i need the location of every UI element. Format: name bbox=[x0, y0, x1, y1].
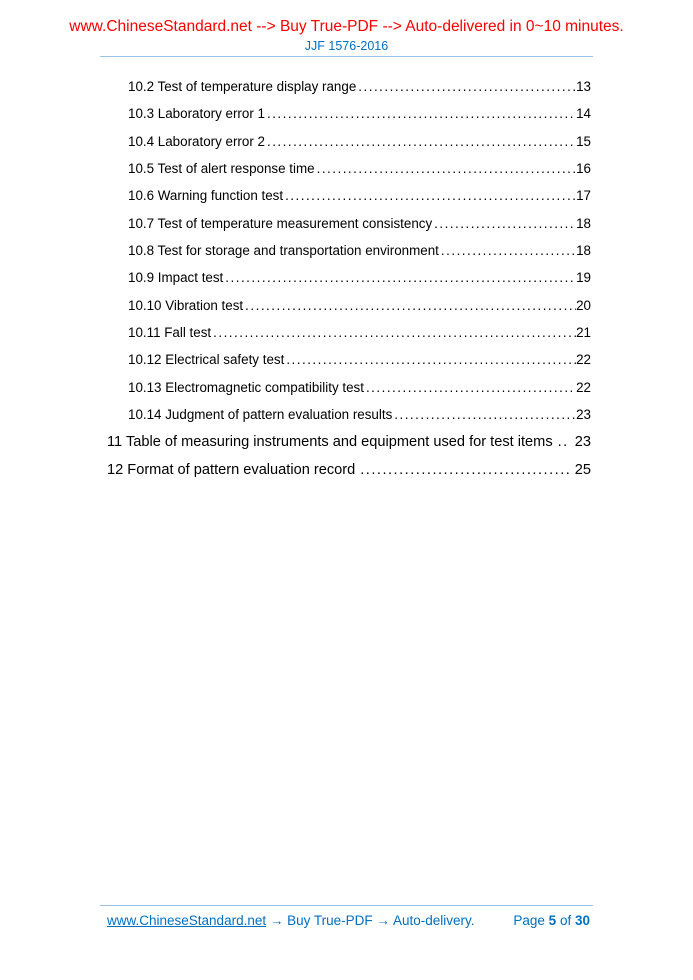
toc-dot-leader: ........................................… bbox=[365, 379, 576, 395]
toc-entry-page: 21 bbox=[576, 325, 591, 341]
toc-entry[interactable]: 10.13 Electromagnetic compatibility test… bbox=[107, 380, 591, 407]
toc-entry-page: 18 bbox=[576, 215, 591, 231]
toc-entry-label: 10.6 Warning function test bbox=[128, 188, 284, 204]
toc-dot-leader: ........................................… bbox=[266, 106, 577, 122]
toc-entry-label: 10.11 Fall test bbox=[128, 325, 212, 341]
toc-entry-label: 10.3 Laboratory error 1 bbox=[128, 106, 265, 122]
page-current: 5 bbox=[548, 913, 557, 928]
page-indicator: Page 5 of 30 bbox=[513, 913, 590, 928]
toc-entry[interactable]: 10.11 Fall test ........................… bbox=[107, 325, 591, 352]
toc-entry-label: 10.7 Test of temperature measurement con… bbox=[128, 215, 433, 231]
toc-entry-label: 10.12 Electrical safety test bbox=[128, 352, 285, 368]
toc-entry[interactable]: 10.14 Judgment of pattern evaluation res… bbox=[107, 407, 591, 434]
toc-entry-label: 10.10 Vibration test bbox=[128, 297, 244, 313]
toc-entry-page: 23 bbox=[576, 407, 591, 423]
toc-dot-leader: ........................................… bbox=[286, 352, 577, 368]
toc-entry-page: 18 bbox=[576, 243, 591, 259]
toc-entry[interactable]: 11 Table of measuring instruments and eq… bbox=[107, 434, 591, 461]
toc-entry-page: 20 bbox=[576, 297, 591, 313]
toc-entry[interactable]: 10.12 Electrical safety test ...........… bbox=[107, 352, 591, 379]
toc-dot-leader: ........................................… bbox=[394, 407, 576, 423]
toc-entry-label: 10.14 Judgment of pattern evaluation res… bbox=[128, 407, 393, 423]
toc-entry-label: 10.9 Impact test bbox=[128, 270, 224, 286]
footer-buy-text: Buy True-PDF bbox=[287, 913, 373, 928]
toc-dot-leader: ........................................… bbox=[285, 188, 577, 204]
toc-dot-leader: ........................................… bbox=[316, 161, 577, 177]
footer-site-link[interactable]: www.ChineseStandard.net bbox=[107, 913, 267, 928]
toc-dot-leader: ........................................… bbox=[358, 79, 576, 94]
header-divider bbox=[100, 56, 593, 57]
toc-entry[interactable]: 10.6 Warning function test .............… bbox=[107, 188, 591, 215]
standard-number: JJF 1576-2016 bbox=[304, 39, 389, 53]
right-arrow-icon: → bbox=[376, 913, 390, 928]
page-total: 30 bbox=[574, 913, 590, 928]
toc-entry-page: 14 bbox=[576, 106, 591, 122]
toc-entry-label: 10.8 Test for storage and transportation… bbox=[128, 243, 439, 259]
toc-entry-page: 23 bbox=[574, 434, 591, 451]
toc-dot-leader: ........................................… bbox=[245, 297, 577, 313]
right-arrow-icon: → bbox=[269, 913, 284, 928]
promo-banner: www.ChineseStandard.net --> Buy True-PDF… bbox=[69, 18, 624, 35]
toc-entry[interactable]: 12 Format of pattern evaluation record .… bbox=[107, 462, 591, 489]
toc-entry[interactable]: 10.10 Vibration test ...................… bbox=[107, 298, 591, 325]
toc-dot-leader: ........................................… bbox=[360, 461, 570, 478]
toc-entry-label: 12 Format of pattern evaluation record bbox=[107, 461, 356, 478]
toc-entry[interactable]: 10.7 Test of temperature measurement con… bbox=[107, 216, 591, 243]
toc-entry[interactable]: 10.5 Test of alert response time .......… bbox=[107, 161, 591, 188]
toc-entry-page: 13 bbox=[576, 79, 591, 94]
toc-dot-leader: ........................................… bbox=[225, 270, 576, 286]
footer-delivery-text: Auto-delivery. bbox=[392, 913, 475, 928]
toc-entry-page: 22 bbox=[576, 379, 591, 395]
page-label: Page bbox=[513, 913, 545, 928]
toc-entry-label: 11 Table of measuring instruments and eq… bbox=[107, 434, 553, 451]
toc-entry-label: 10.5 Test of alert response time bbox=[128, 161, 315, 177]
toc-entry-label: 10.13 Electromagnetic compatibility test bbox=[128, 379, 364, 395]
toc-dot-leader: ........................................… bbox=[557, 434, 570, 451]
toc-entry[interactable]: 10.4 Laboratory error 2 ................… bbox=[107, 134, 591, 161]
page-footer: www.ChineseStandard.net → Buy True-PDF →… bbox=[107, 913, 590, 928]
toc-entry-page: 19 bbox=[576, 270, 591, 286]
footer-promo: www.ChineseStandard.net → Buy True-PDF →… bbox=[107, 913, 474, 928]
toc-entry-page: 15 bbox=[576, 133, 591, 149]
toc-entry-page: 17 bbox=[576, 188, 591, 204]
toc-dot-leader: ........................................… bbox=[213, 325, 576, 341]
toc-dot-leader: ........................................… bbox=[266, 133, 577, 149]
toc-entry[interactable]: 10.3 Laboratory error 1 ................… bbox=[107, 106, 591, 133]
toc-entry-label: 10.4 Laboratory error 2 bbox=[128, 133, 265, 149]
of-label: of bbox=[559, 913, 572, 928]
toc-dot-leader: ........................................… bbox=[434, 215, 576, 231]
toc-list: 10.2 Test of temperature display range .… bbox=[107, 79, 591, 489]
toc-entry[interactable]: 10.8 Test for storage and transportation… bbox=[107, 243, 591, 270]
footer-divider bbox=[100, 905, 593, 906]
toc-entry-page: 22 bbox=[576, 352, 591, 368]
toc-entry-page: 25 bbox=[574, 461, 591, 478]
toc-entry[interactable]: 10.9 Impact test .......................… bbox=[107, 270, 591, 297]
toc-entry-label: 10.2 Test of temperature display range bbox=[128, 79, 357, 94]
toc-entry-page: 16 bbox=[576, 161, 591, 177]
toc-dot-leader: ........................................… bbox=[440, 243, 577, 259]
toc-entry[interactable]: 10.2 Test of temperature display range .… bbox=[107, 79, 591, 106]
